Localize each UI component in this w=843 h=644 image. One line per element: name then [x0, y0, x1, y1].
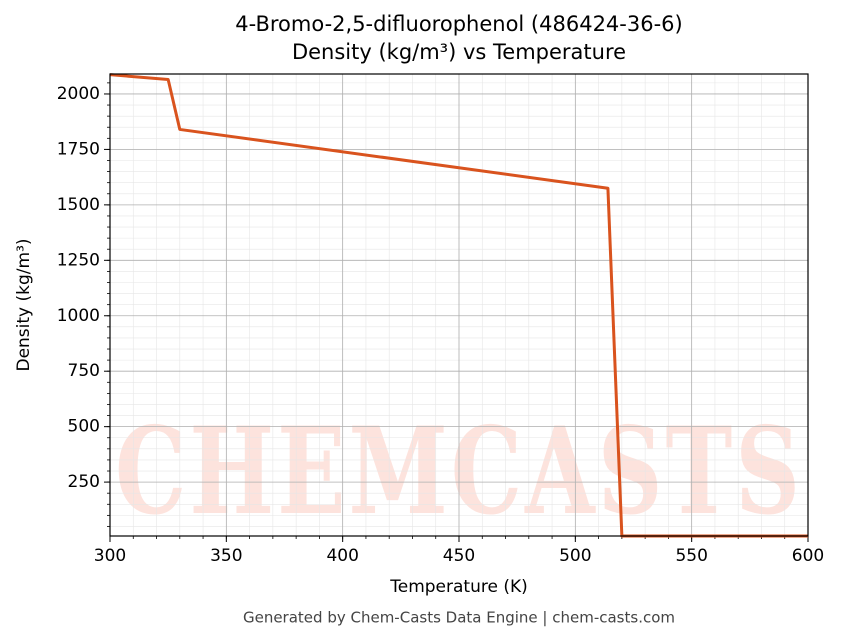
chart-subtitle: Density (kg/m³) vs Temperature: [292, 40, 626, 64]
y-tick-label: 1750: [57, 139, 100, 159]
x-tick-label: 600: [792, 546, 824, 566]
x-tick-label: 450: [443, 546, 475, 566]
x-tick-label: 550: [675, 546, 707, 566]
y-tick-label: 250: [68, 472, 100, 492]
plot-area: CHEMCASTS: [104, 73, 809, 542]
x-tick-label: 300: [94, 546, 126, 566]
y-tick-label: 1000: [57, 306, 100, 326]
watermark: CHEMCASTS: [115, 401, 803, 542]
y-tick-label: 500: [68, 417, 100, 437]
y-tick-label: 1250: [57, 250, 100, 270]
y-tick-label: 1500: [57, 195, 100, 215]
chart-title: 4-Bromo-2,5-difluorophenol (486424-36-6): [235, 12, 682, 36]
x-axis-label: Temperature (K): [389, 577, 528, 597]
y-tick-label: 750: [68, 361, 100, 381]
footer: Generated by Chem-Casts Data Engine | ch…: [243, 609, 675, 627]
y-axis-label: Density (kg/m³): [14, 238, 34, 371]
x-tick-label: 350: [210, 546, 242, 566]
y-tick-label: 2000: [57, 84, 100, 104]
x-tick-label: 500: [559, 546, 591, 566]
x-tick-label: 400: [326, 546, 358, 566]
plot-frame: [109, 73, 809, 537]
